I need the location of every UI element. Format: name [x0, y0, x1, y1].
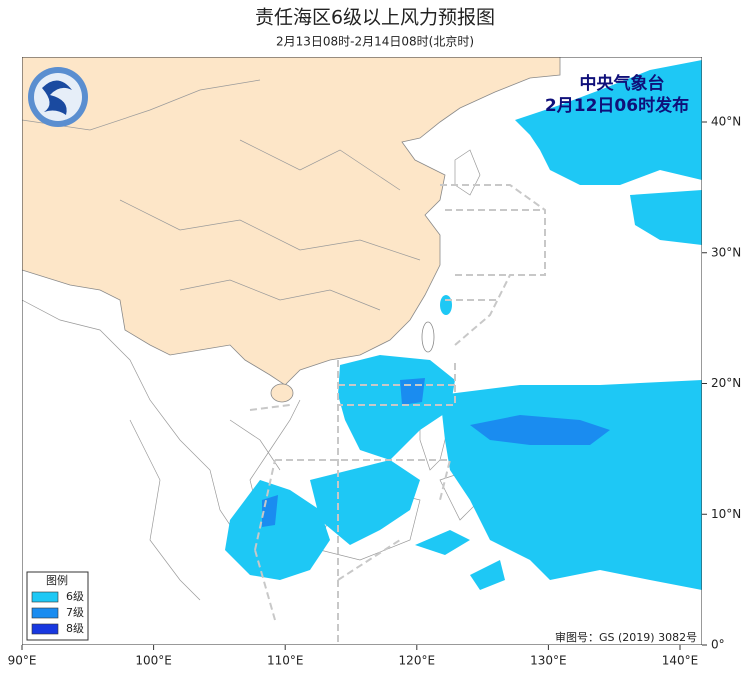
zone-lines	[249, 184, 546, 645]
issuer-name: 中央气象台	[580, 73, 665, 94]
y-tick-label: 40°N	[711, 115, 741, 129]
x-tick-label: 100°E	[135, 654, 172, 668]
china-land	[22, 57, 561, 386]
x-tick-label: 110°E	[267, 654, 304, 668]
title: 责任海区6级以上风力预报图	[255, 7, 495, 29]
legend-label: 6级	[66, 590, 84, 603]
legend-label: 8级	[66, 622, 84, 635]
y-tick-label: 20°N	[711, 376, 741, 390]
subtitle: 2月13日08时-2月14日08时(北京时)	[276, 35, 474, 49]
legend-swatch	[31, 607, 59, 619]
x-tick-label: 120°E	[399, 654, 436, 668]
x-tick-label: 130°E	[530, 654, 567, 668]
legend-swatch	[31, 623, 59, 635]
legend-title: 图例	[46, 573, 68, 587]
x-tick-label: 140°E	[662, 654, 699, 668]
y-tick-label: 30°N	[711, 245, 741, 259]
legend: 图例 6级 7级 8级	[26, 571, 89, 641]
y-tick-label: 0°	[711, 638, 725, 652]
map-area	[22, 57, 702, 645]
y-tick-label: 10°N	[711, 507, 741, 521]
logo	[28, 67, 88, 127]
approval: 审图号：GS (2019) 3082号	[555, 630, 697, 644]
issuer-time: 2月12日06时发布	[545, 95, 689, 116]
legend-label: 7级	[66, 606, 84, 619]
legend-swatch	[31, 591, 59, 603]
x-tick-label: 90°E	[8, 654, 37, 668]
